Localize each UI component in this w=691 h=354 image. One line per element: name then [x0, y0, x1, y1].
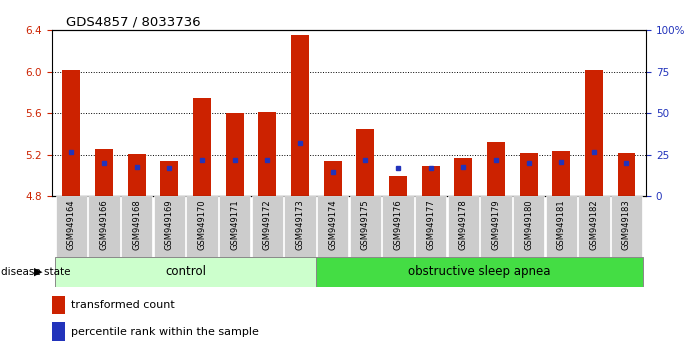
- FancyBboxPatch shape: [88, 196, 120, 257]
- Text: GSM949172: GSM949172: [263, 199, 272, 250]
- Text: GSM949175: GSM949175: [361, 199, 370, 250]
- FancyBboxPatch shape: [187, 196, 218, 257]
- FancyBboxPatch shape: [611, 196, 642, 257]
- FancyBboxPatch shape: [55, 257, 316, 287]
- FancyBboxPatch shape: [350, 196, 381, 257]
- Text: GSM949181: GSM949181: [557, 199, 566, 250]
- FancyBboxPatch shape: [513, 196, 545, 257]
- Text: GSM949164: GSM949164: [67, 199, 76, 250]
- Text: disease state: disease state: [1, 267, 70, 277]
- FancyBboxPatch shape: [284, 196, 316, 257]
- Bar: [128, 154, 146, 196]
- Bar: [357, 129, 375, 196]
- Text: ▶: ▶: [35, 267, 43, 277]
- Text: GSM949171: GSM949171: [230, 199, 239, 250]
- Bar: [585, 70, 603, 196]
- Text: transformed count: transformed count: [71, 300, 176, 310]
- FancyBboxPatch shape: [415, 196, 446, 257]
- Bar: [422, 166, 439, 196]
- Text: GSM949180: GSM949180: [524, 199, 533, 250]
- FancyBboxPatch shape: [252, 196, 283, 257]
- Text: GSM949183: GSM949183: [622, 199, 631, 250]
- Bar: [160, 161, 178, 196]
- Text: GSM949166: GSM949166: [100, 199, 108, 250]
- Text: control: control: [165, 265, 206, 278]
- Text: obstructive sleep apnea: obstructive sleep apnea: [408, 265, 551, 278]
- Text: GSM949170: GSM949170: [198, 199, 207, 250]
- Text: GDS4857 / 8033736: GDS4857 / 8033736: [66, 15, 200, 28]
- Bar: [193, 98, 211, 196]
- Bar: [226, 113, 244, 196]
- FancyBboxPatch shape: [317, 196, 348, 257]
- Text: GSM949174: GSM949174: [328, 199, 337, 250]
- Text: GSM949169: GSM949169: [165, 199, 174, 250]
- Text: GSM949178: GSM949178: [459, 199, 468, 250]
- Bar: [95, 149, 113, 196]
- Text: GSM949168: GSM949168: [132, 199, 141, 250]
- Text: percentile rank within the sample: percentile rank within the sample: [71, 327, 259, 337]
- Bar: [552, 151, 570, 196]
- FancyBboxPatch shape: [545, 196, 577, 257]
- Bar: [52, 296, 65, 314]
- Bar: [487, 142, 505, 196]
- Text: GSM949173: GSM949173: [296, 199, 305, 250]
- Bar: [323, 161, 341, 196]
- Bar: [291, 35, 309, 196]
- Bar: [52, 322, 65, 341]
- Bar: [520, 153, 538, 196]
- FancyBboxPatch shape: [382, 196, 414, 257]
- Bar: [618, 153, 636, 196]
- Text: GSM949182: GSM949182: [589, 199, 598, 250]
- Text: GSM949176: GSM949176: [393, 199, 402, 250]
- Bar: [389, 176, 407, 196]
- FancyBboxPatch shape: [316, 257, 643, 287]
- Bar: [258, 112, 276, 196]
- Text: GSM949177: GSM949177: [426, 199, 435, 250]
- FancyBboxPatch shape: [121, 196, 153, 257]
- Bar: [454, 158, 472, 196]
- FancyBboxPatch shape: [480, 196, 511, 257]
- FancyBboxPatch shape: [578, 196, 609, 257]
- FancyBboxPatch shape: [153, 196, 185, 257]
- Text: GSM949179: GSM949179: [491, 199, 500, 250]
- Bar: [62, 70, 80, 196]
- FancyBboxPatch shape: [56, 196, 87, 257]
- FancyBboxPatch shape: [448, 196, 479, 257]
- FancyBboxPatch shape: [219, 196, 250, 257]
